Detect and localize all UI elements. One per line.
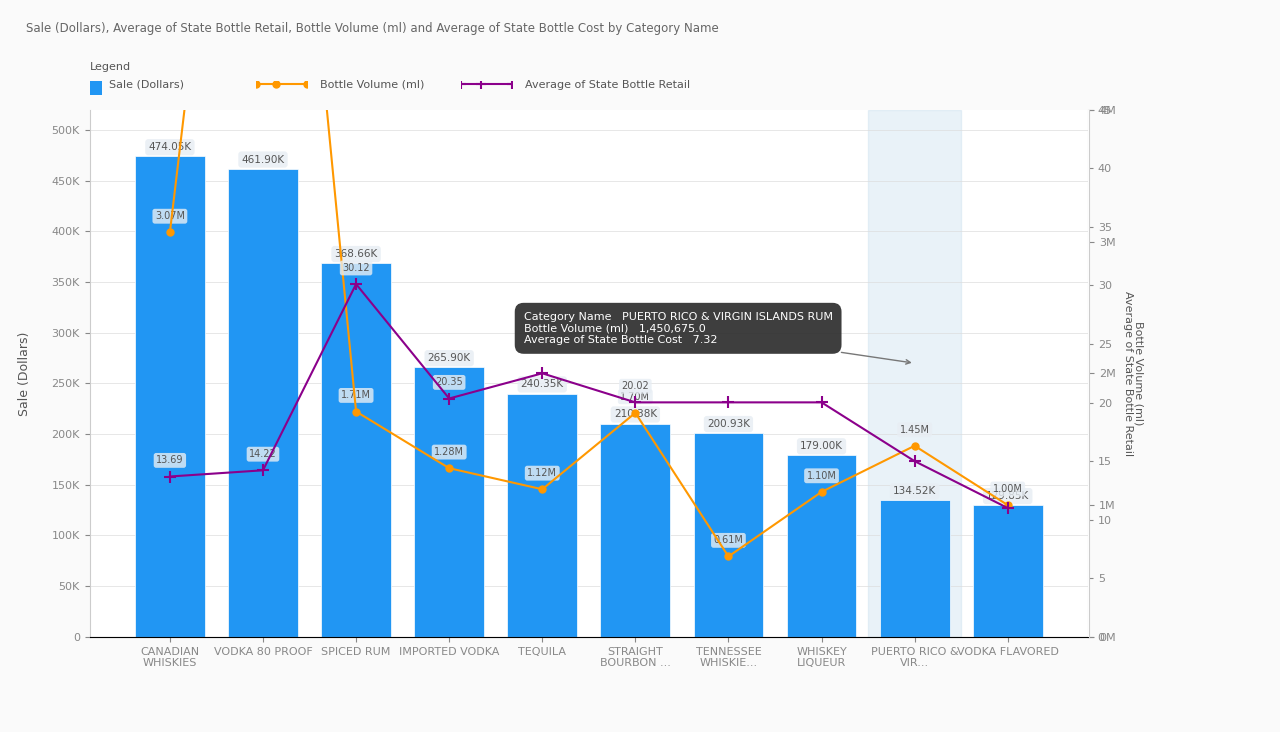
Text: 20.02: 20.02 (622, 381, 649, 392)
Text: 1.10M: 1.10M (806, 471, 836, 481)
Bar (787, 455, 856, 637)
Circle shape (90, 81, 102, 95)
Y-axis label: Average of State Bottle Retail: Average of State Bottle Retail (1123, 291, 1133, 456)
Bar (507, 394, 577, 637)
Text: 210.38K: 210.38K (614, 409, 657, 419)
Text: 461.90K: 461.90K (242, 154, 284, 165)
Text: 368.66K: 368.66K (334, 249, 378, 259)
Text: 240.35K: 240.35K (521, 379, 563, 389)
Text: 265.90K: 265.90K (428, 353, 471, 363)
Text: 3.07M: 3.07M (155, 212, 184, 221)
Text: 1.45M: 1.45M (900, 425, 929, 435)
Text: Legend: Legend (90, 61, 131, 72)
Text: 1.00M: 1.00M (993, 484, 1023, 494)
Text: 0.61M: 0.61M (713, 535, 744, 545)
Bar (879, 501, 950, 637)
Y-axis label: Bottle Volume (ml): Bottle Volume (ml) (1134, 321, 1143, 425)
Text: Bottle Volume (ml): Bottle Volume (ml) (320, 80, 425, 90)
Text: 1.71M: 1.71M (340, 390, 371, 400)
Text: 1.28M: 1.28M (434, 447, 465, 457)
Text: 129.85K: 129.85K (986, 491, 1029, 501)
Text: 179.00K: 179.00K (800, 441, 844, 451)
Text: Average of State Bottle Retail: Average of State Bottle Retail (525, 80, 690, 90)
Bar (415, 367, 484, 637)
Text: 13.69: 13.69 (156, 455, 183, 466)
Text: 20.35: 20.35 (435, 378, 463, 387)
Text: 200.93K: 200.93K (707, 419, 750, 429)
Bar (694, 433, 763, 637)
Bar (600, 424, 671, 637)
Bar (321, 264, 390, 637)
Y-axis label: Sale (Dollars): Sale (Dollars) (18, 331, 31, 416)
Text: Sale (Dollars): Sale (Dollars) (109, 80, 184, 90)
Text: Category Name   PUERTO RICO & VIRGIN ISLANDS RUM
Bottle Volume (ml)   1,450,675.: Category Name PUERTO RICO & VIRGIN ISLAN… (524, 312, 910, 364)
Text: 14.22: 14.22 (250, 449, 276, 459)
Text: 134.52K: 134.52K (893, 486, 936, 496)
Text: Sale (Dollars), Average of State Bottle Retail, Bottle Volume (ml) and Average o: Sale (Dollars), Average of State Bottle … (26, 22, 718, 35)
Text: 1.70M: 1.70M (621, 392, 650, 402)
Bar (134, 157, 205, 637)
Text: 1.12M: 1.12M (527, 468, 557, 478)
Bar (973, 505, 1043, 637)
Text: 30.12: 30.12 (342, 263, 370, 273)
Text: 474.05K: 474.05K (148, 142, 192, 152)
Bar (228, 168, 298, 637)
Bar (868, 110, 961, 637)
